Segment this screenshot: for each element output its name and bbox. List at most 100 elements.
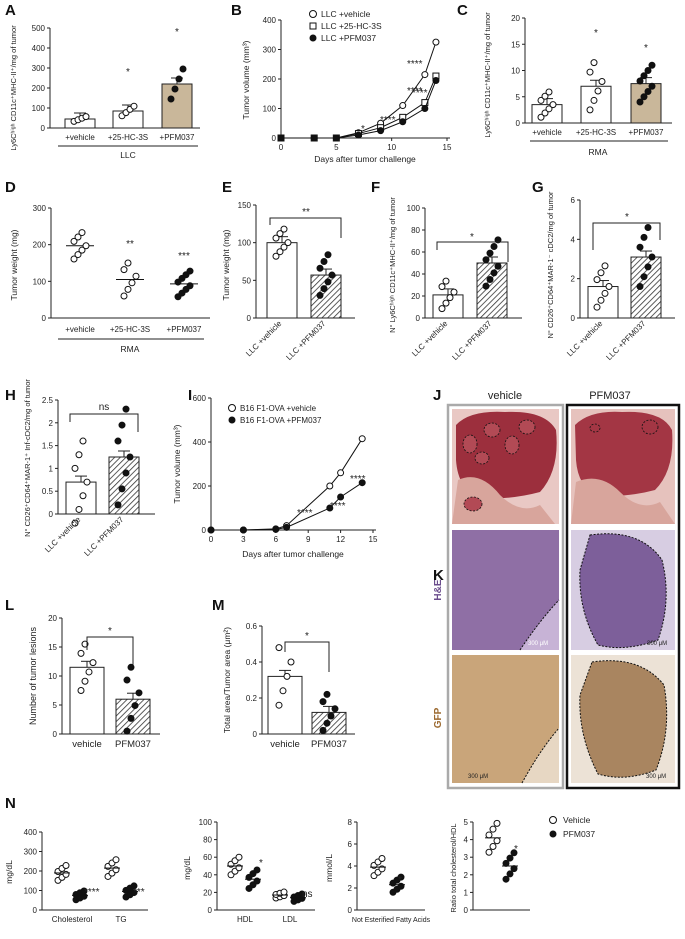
y-tick-label: 0.6 [246, 622, 258, 631]
data-point [601, 262, 609, 270]
y-tick-label: 300 [33, 204, 47, 213]
tick-label: LLC +vehicle [43, 515, 83, 555]
tick-label: LLC +PFM037 [82, 515, 125, 558]
data-point [77, 649, 85, 657]
panel-letter-K: K [433, 567, 444, 584]
data-point [319, 698, 327, 706]
significance-star: *** [178, 251, 190, 262]
data-point [283, 672, 291, 680]
liver-pfm037-photo [571, 409, 675, 524]
y-tick-label: 0.5 [42, 487, 54, 496]
data-point [537, 113, 545, 121]
y-tick-label: 80 [411, 226, 420, 235]
data-point [590, 96, 598, 104]
tick-label: +vehicle [532, 128, 562, 137]
data-point [130, 102, 138, 110]
panel-h-chart: 0 0.5 1 1.5 2 2.5 LLC +vehicle LLC +PFM037 ns… [23, 379, 155, 558]
data-point [486, 276, 494, 283]
liver-vehicle-photo [452, 409, 559, 524]
data-point [83, 478, 91, 486]
data-point [75, 451, 83, 459]
bar [267, 675, 303, 735]
panel-letter-G: G [532, 179, 544, 196]
y-axis-label: Number of tumor lesions [28, 626, 38, 725]
data-point [506, 870, 514, 878]
significance-star: ** [302, 207, 310, 218]
y-axis-label: Ratio total cholesterol/HDL [449, 823, 458, 912]
data-point [502, 875, 510, 883]
bar [310, 274, 342, 319]
data-point [354, 131, 362, 139]
y-tick-label: 80 [203, 836, 212, 845]
y-axis-label: Total area/Tumor area (μm²) [222, 627, 232, 733]
data-point [131, 702, 139, 710]
data-point [123, 727, 131, 735]
data-point [636, 98, 644, 106]
x-tick-label: 0 [279, 143, 284, 152]
panel-letter-L: L [5, 597, 14, 614]
y-tick-label: 4 [464, 836, 469, 845]
tick-label: +25-HC-3S [108, 133, 148, 142]
data-point [316, 264, 324, 272]
y-tick-label: 0 [41, 124, 46, 133]
data-point [167, 95, 175, 103]
tick-label: PFM037 [115, 739, 151, 750]
data-point [594, 87, 602, 95]
x-tick-label: 5 [334, 143, 339, 152]
group-label: RMA [121, 344, 140, 354]
x-tick-label: 10 [387, 143, 396, 152]
panel-b-chart: 0 100 200 300 400 0 5 10 15 Days after tumor ch… [241, 9, 452, 164]
y-tick-label: 2 [49, 419, 54, 428]
data-point [421, 71, 429, 79]
y-tick-label: 2 [348, 884, 353, 893]
data-point [324, 251, 332, 259]
data-point [272, 252, 280, 260]
y-tick-label: 0 [208, 906, 213, 915]
data-point [450, 288, 458, 296]
significance-star: * [175, 27, 179, 38]
panel-letter-N: N [5, 795, 16, 812]
data-point [493, 819, 501, 827]
he-stain-vehicle: 300 μM [452, 530, 560, 651]
data-point [506, 854, 514, 862]
tick-label: PFM037 [311, 739, 347, 750]
data-point [114, 437, 122, 445]
scale-bar-label: 300 μM [468, 774, 488, 780]
data-point [326, 504, 334, 512]
y-tick-label: 3 [464, 853, 469, 862]
panel-m-chart: 0 0.2 0.4 0.6 vehicle PFM037 * Total area/T… [222, 622, 355, 750]
data-point [74, 233, 82, 241]
data-point [85, 668, 93, 676]
data-point [644, 263, 652, 271]
y-tick-label: 50 [242, 276, 251, 285]
significance-star: * [625, 212, 629, 223]
tick-label: LLC +vehicle [410, 319, 450, 359]
data-point [337, 469, 345, 477]
data-point [545, 88, 553, 96]
y-axis-label: Tumor volume (mm³) [172, 424, 182, 503]
legend-item: LLC +25-HC-3S [321, 21, 382, 31]
data-point [287, 658, 295, 666]
data-point [71, 464, 79, 472]
data-point [640, 273, 648, 281]
y-tick-label: 0 [202, 526, 207, 535]
y-tick-label: 5 [53, 701, 58, 710]
y-tick-label: 10 [511, 67, 520, 76]
data-point [545, 105, 553, 113]
data-point [78, 246, 86, 254]
y-axis-label: Tumor weight (mg) [9, 229, 19, 300]
data-point [494, 236, 502, 244]
data-point [135, 689, 143, 697]
y-tick-label: 400 [263, 16, 277, 25]
data-point [122, 405, 130, 413]
significance-star: * [126, 67, 130, 78]
data-point [253, 866, 261, 874]
panel-d-chart: 0 100 200 300 +vehicle +25-HC-3S +PFM037 RM… [9, 204, 210, 354]
y-tick-label: 0 [53, 730, 58, 739]
y-tick-label: 100 [238, 239, 252, 248]
y-tick-label: 0 [416, 314, 421, 323]
data-point [120, 266, 128, 274]
data-point [399, 102, 407, 110]
panel-letter-C: C [457, 2, 468, 19]
data-point [485, 831, 493, 839]
